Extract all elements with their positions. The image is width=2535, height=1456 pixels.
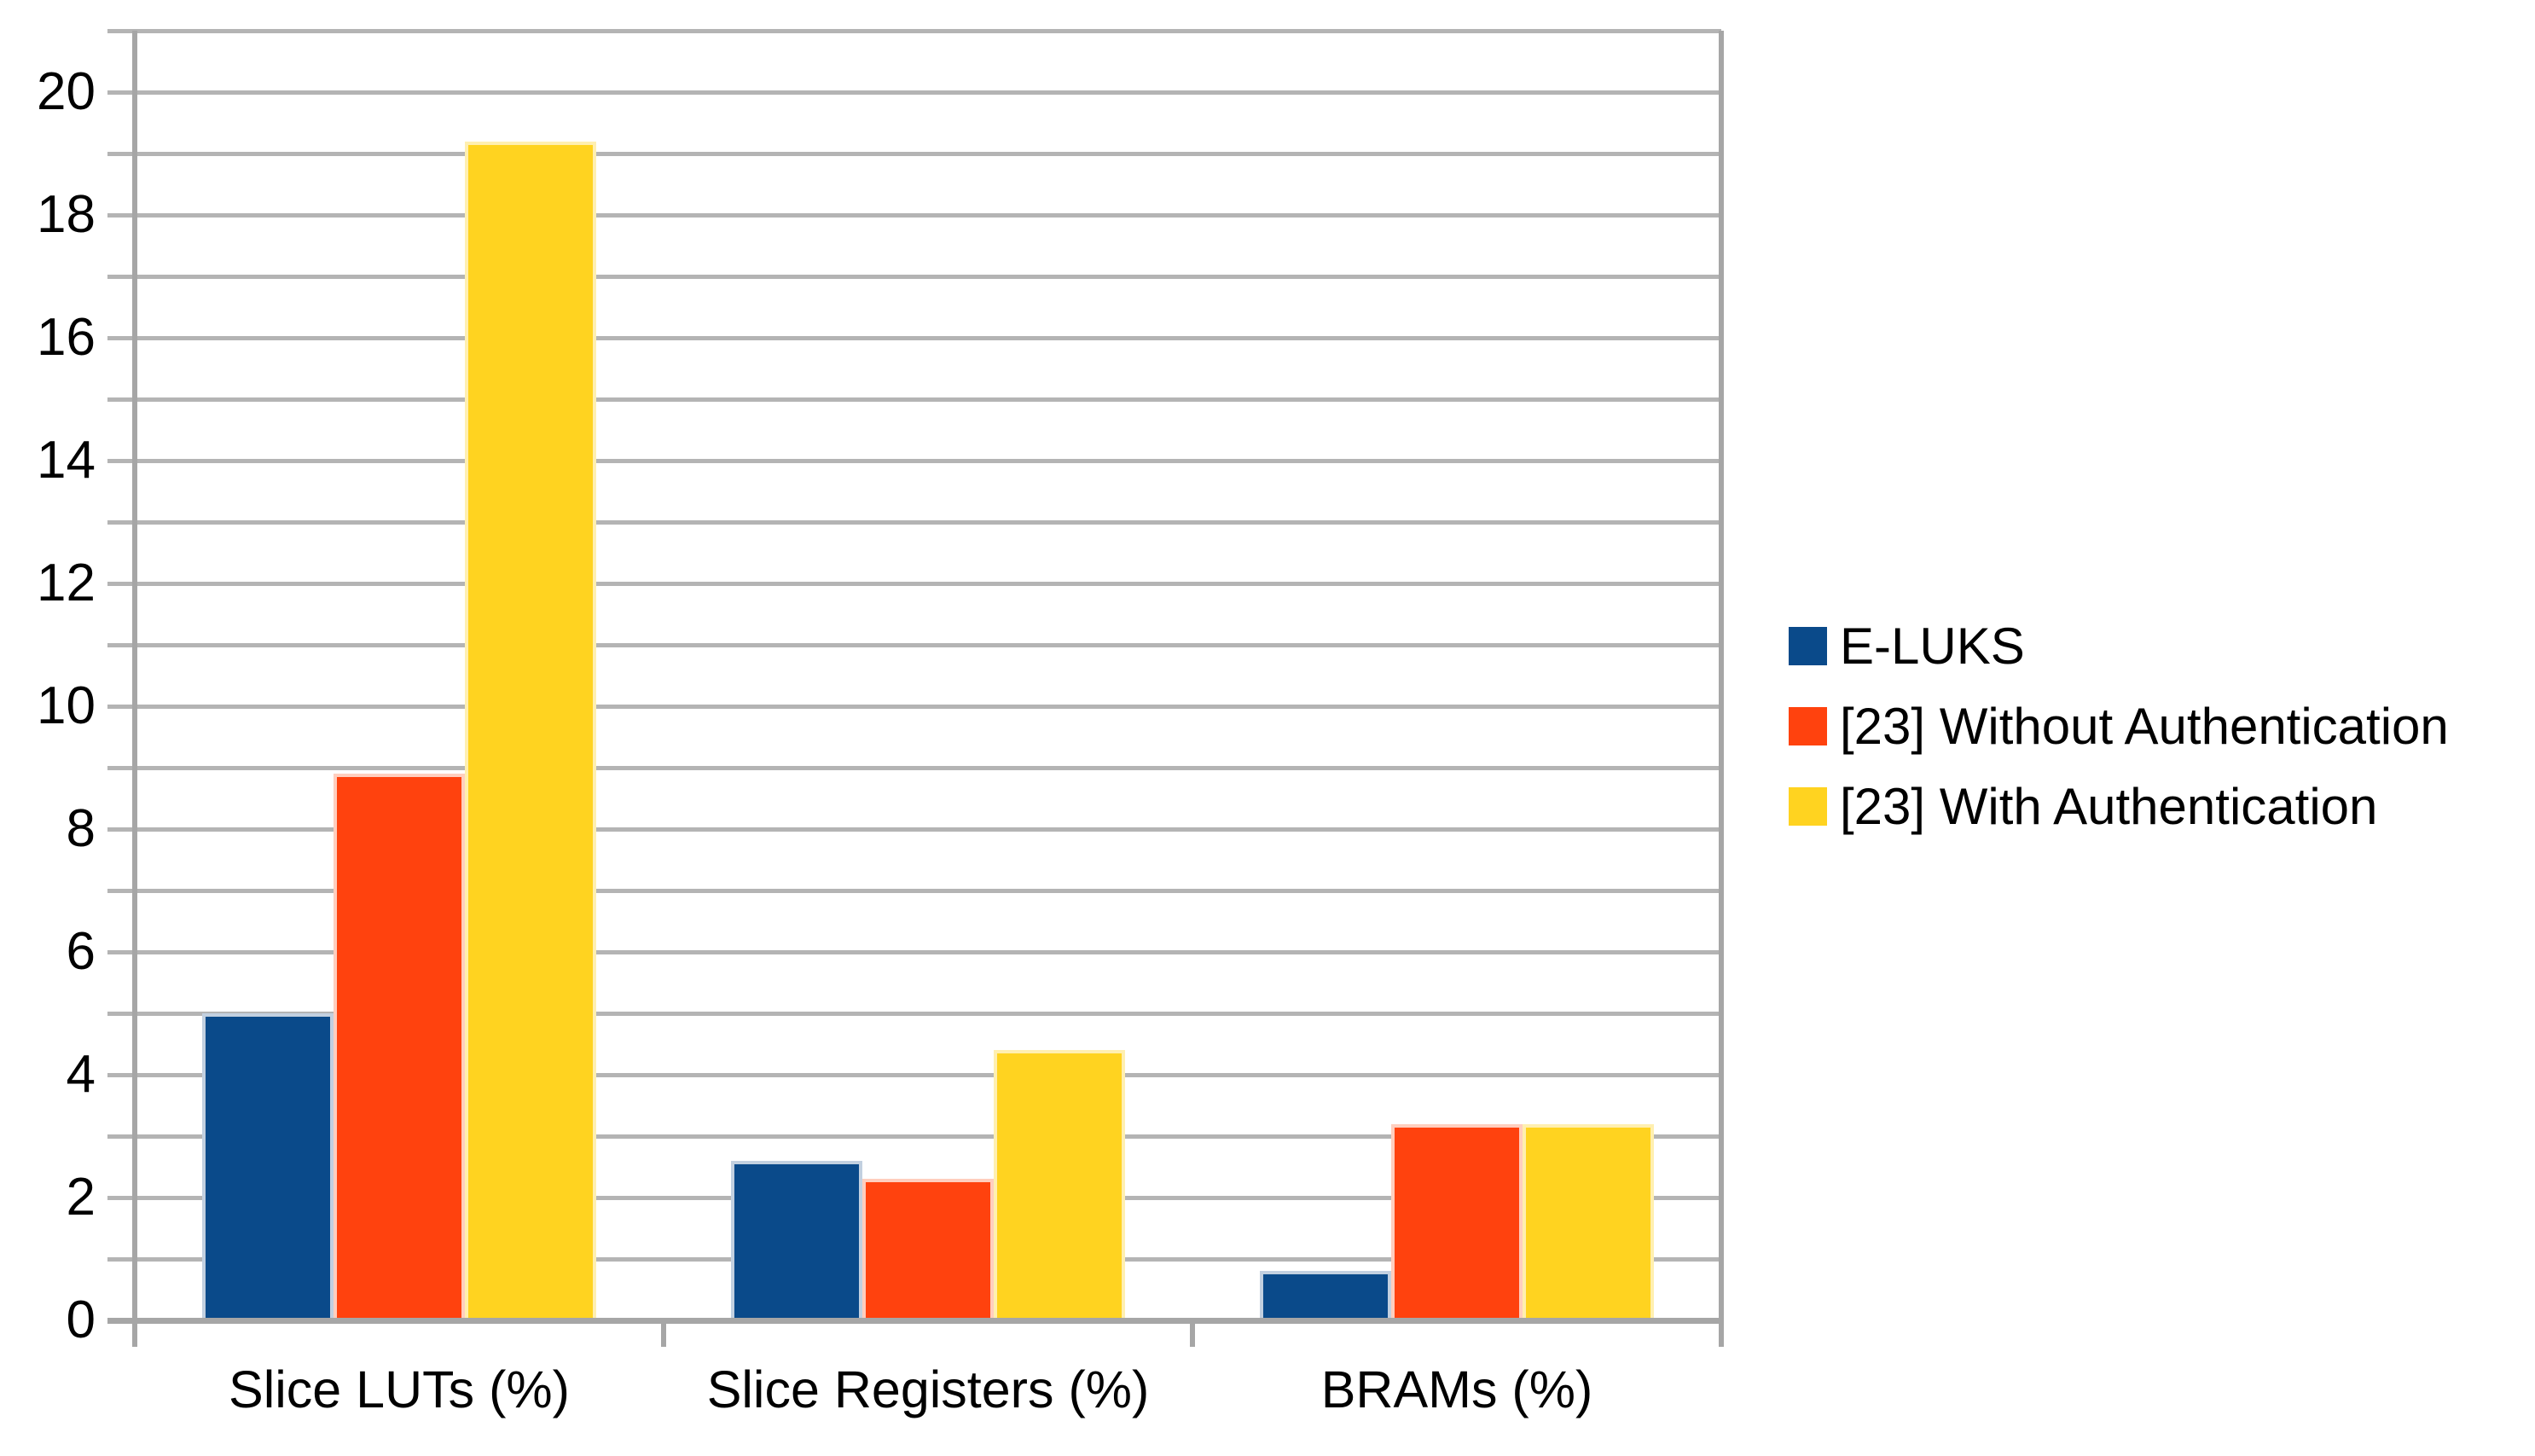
gridline <box>107 827 1721 832</box>
y-axis-label: 12 <box>37 554 96 612</box>
category-label: BRAMs (%) <box>1320 1360 1593 1418</box>
y-axis-label: 14 <box>37 431 96 490</box>
category-tick <box>1190 1320 1195 1347</box>
gridline <box>107 213 1721 218</box>
gridline <box>107 336 1721 340</box>
bar-series-1-cat-0 <box>334 774 465 1320</box>
x-axis-line <box>107 1318 1721 1324</box>
gridline <box>107 275 1721 279</box>
gridline <box>107 1134 1721 1139</box>
y-axis-label: 8 <box>66 799 96 858</box>
bar-series-2-cat-2 <box>1523 1123 1654 1320</box>
legend-item: [23] With Authentication <box>1789 780 2449 832</box>
legend-swatch-icon <box>1789 787 1827 826</box>
legend-item: [23] Without Authentication <box>1789 700 2449 751</box>
legend-swatch-icon <box>1789 627 1827 665</box>
gridline <box>107 520 1721 525</box>
category-label: Slice LUTs (%) <box>229 1360 570 1418</box>
y-axis-label: 6 <box>66 922 96 981</box>
gridline <box>107 582 1721 586</box>
y-axis-label: 16 <box>37 308 96 367</box>
gridline <box>107 643 1721 647</box>
y-axis-label: 2 <box>66 1168 96 1227</box>
bar-series-0-cat-0 <box>202 1013 334 1320</box>
gridline <box>107 950 1721 954</box>
gridline <box>107 1012 1721 1016</box>
gridline <box>107 766 1721 770</box>
gridline <box>107 889 1721 893</box>
y-axis-label: 20 <box>37 62 96 121</box>
y-axis-label: 10 <box>37 676 96 735</box>
y-axis-label: 18 <box>37 185 96 244</box>
bar-series-2-cat-1 <box>994 1050 1125 1320</box>
legend-item: E-LUKS <box>1789 620 2449 671</box>
bar-series-0-cat-1 <box>731 1160 862 1320</box>
gridline <box>107 459 1721 463</box>
y-axis-label: 4 <box>66 1045 96 1104</box>
legend-swatch-icon <box>1789 707 1827 745</box>
plot-right-border <box>1719 31 1724 1347</box>
y-axis-line <box>132 31 137 1347</box>
gridline <box>107 152 1721 156</box>
category-label: Slice Registers (%) <box>706 1360 1150 1418</box>
gridline <box>107 705 1721 709</box>
gridline <box>107 397 1721 402</box>
gridline <box>107 1073 1721 1077</box>
legend-label: [23] With Authentication <box>1840 777 2378 835</box>
category-tick <box>661 1320 666 1347</box>
bar-series-1-cat-1 <box>862 1179 994 1320</box>
bar-series-0-cat-2 <box>1260 1271 1391 1320</box>
y-axis-label: 0 <box>66 1291 96 1349</box>
plot-area <box>107 29 1724 1347</box>
bar-series-1-cat-2 <box>1391 1123 1523 1320</box>
gridline <box>107 90 1721 95</box>
legend-label: E-LUKS <box>1840 617 2025 675</box>
legend: E-LUKS [23] Without Authentication [23] Wi… <box>1789 620 2449 832</box>
bar-series-2-cat-0 <box>465 141 596 1320</box>
gridline <box>107 29 1721 33</box>
legend-label: [23] Without Authentication <box>1840 697 2449 755</box>
